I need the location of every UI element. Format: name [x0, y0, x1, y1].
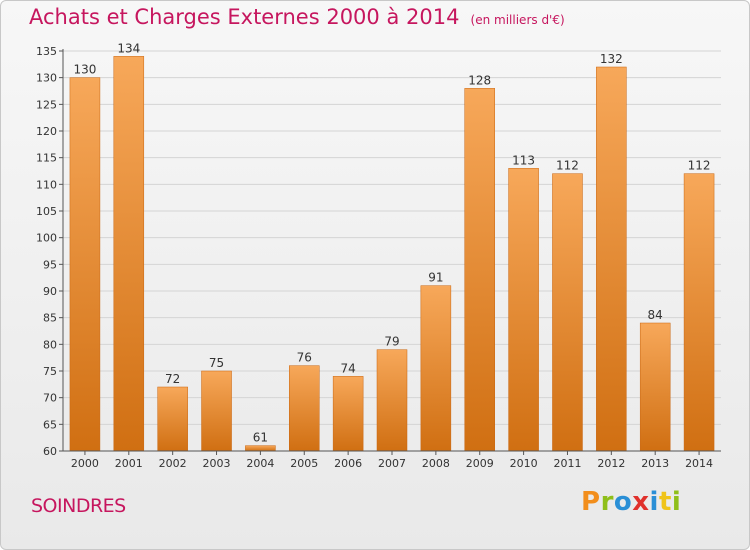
logo-letter: P	[581, 487, 601, 517]
y-tick-label: 125	[36, 98, 57, 111]
bar	[376, 349, 408, 452]
bar-value-label: 112	[688, 159, 711, 173]
logo-letter: t	[658, 487, 672, 517]
bar	[289, 365, 320, 452]
bar	[639, 322, 671, 452]
bar-value-label: 76	[297, 351, 312, 365]
y-tick-label: 100	[36, 232, 57, 245]
logo-letter: i	[671, 487, 682, 517]
bar	[113, 56, 145, 452]
bar	[552, 173, 583, 452]
x-tick-label: 2014	[685, 457, 713, 470]
y-tick-label: 60	[43, 445, 57, 458]
bar	[508, 168, 539, 452]
bar-value-label: 61	[253, 431, 268, 445]
bar-value-label: 84	[648, 308, 663, 322]
bar-value-label: 112	[556, 159, 579, 173]
y-tick-label: 135	[36, 45, 57, 58]
bar-value-label: 79	[384, 335, 399, 349]
x-tick-label: 2012	[597, 457, 625, 470]
bar-value-label: 75	[209, 356, 224, 370]
bar	[420, 285, 452, 452]
x-tick-label: 2009	[466, 457, 494, 470]
axes: 60 65 70 75 80 85 90 95 100 105 110 115 120 125 130 135…	[36, 45, 721, 470]
bar-value-label: 91	[428, 271, 443, 285]
bar	[157, 386, 188, 452]
x-tick-label: 2002	[159, 457, 187, 470]
y-tick-label: 85	[43, 312, 57, 325]
value-labels: 130 134 72 75 61 76 74 79 91 128 113 112 132 84 112	[73, 41, 710, 444]
x-tick-label: 2013	[641, 457, 669, 470]
bar	[596, 66, 627, 452]
bar-value-label: 132	[600, 52, 623, 66]
proxiti-logo[interactable]: Proxiti	[581, 487, 681, 517]
y-tick-label: 95	[43, 258, 57, 271]
logo-letter: o	[613, 487, 633, 517]
y-tick-label: 90	[43, 285, 57, 298]
y-tick-label: 65	[43, 418, 57, 431]
bar-value-label: 134	[117, 41, 140, 55]
title-row: Achats et Charges Externes 2000 à 2014 (…	[29, 5, 565, 29]
x-tick-label: 2000	[71, 457, 99, 470]
logo-letter: r	[600, 487, 614, 517]
y-tick-label: 80	[43, 338, 57, 351]
x-tick-label: 2008	[422, 457, 450, 470]
bar-value-label: 113	[512, 153, 535, 167]
chart-subtitle: (en milliers d'€)	[470, 13, 565, 27]
y-tick-label: 130	[36, 72, 57, 85]
chart-title: Achats et Charges Externes 2000 à 2014	[29, 5, 460, 29]
y-tick-label: 120	[36, 125, 57, 138]
x-tick-label: 2004	[246, 457, 274, 470]
logo-letter: x	[632, 487, 650, 517]
x-tick-label: 2005	[290, 457, 318, 470]
logo-letter: i	[649, 487, 659, 517]
y-tick-label: 115	[36, 152, 57, 165]
bar-value-label: 74	[340, 361, 355, 375]
x-tick-label: 2003	[203, 457, 231, 470]
bar-value-label: 128	[468, 73, 491, 87]
y-tick-label: 105	[36, 205, 57, 218]
y-tick-label: 70	[43, 392, 57, 405]
bars	[69, 56, 715, 452]
bar	[332, 376, 364, 452]
x-tick-label: 2007	[378, 457, 406, 470]
bar-value-label: 72	[165, 372, 180, 386]
x-tick-label: 2001	[115, 457, 143, 470]
x-tick-label: 2011	[553, 457, 581, 470]
bar	[245, 445, 276, 452]
bar	[683, 173, 715, 452]
bar	[464, 88, 495, 452]
y-tick-label: 110	[36, 178, 57, 191]
bar	[201, 370, 232, 452]
x-tick-label: 2010	[510, 457, 538, 470]
bar-value-label: 130	[73, 63, 96, 77]
bar	[69, 77, 101, 452]
x-tick-label: 2006	[334, 457, 362, 470]
city-name: SOINDRES	[31, 495, 126, 517]
y-tick-label: 75	[43, 365, 57, 378]
